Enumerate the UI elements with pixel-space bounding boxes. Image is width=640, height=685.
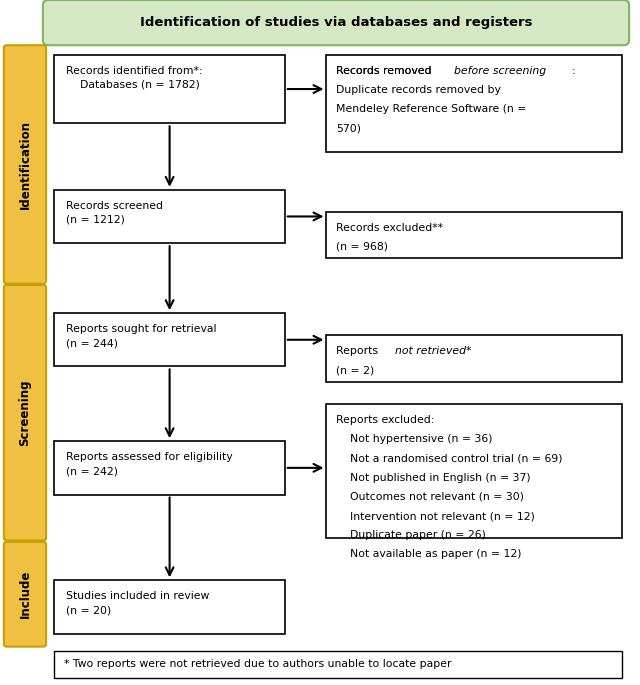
Text: Records removed: Records removed: [336, 66, 435, 76]
FancyBboxPatch shape: [54, 651, 622, 678]
Text: before screening: before screening: [454, 66, 546, 76]
Text: Intervention not relevant (n = 12): Intervention not relevant (n = 12): [336, 511, 535, 521]
Text: Identification of studies via databases and registers: Identification of studies via databases …: [140, 16, 532, 29]
FancyBboxPatch shape: [4, 285, 46, 540]
Text: Studies included in review
(n = 20): Studies included in review (n = 20): [66, 591, 209, 615]
FancyBboxPatch shape: [43, 0, 629, 45]
Text: (n = 968): (n = 968): [336, 242, 388, 252]
Text: (n = 2): (n = 2): [336, 365, 374, 375]
FancyBboxPatch shape: [326, 55, 622, 152]
Text: Records screened
(n = 1212): Records screened (n = 1212): [66, 201, 163, 225]
Text: Reports sought for retrieval
(n = 244): Reports sought for retrieval (n = 244): [66, 324, 216, 348]
FancyBboxPatch shape: [326, 212, 622, 258]
FancyBboxPatch shape: [4, 45, 46, 284]
FancyBboxPatch shape: [54, 55, 285, 123]
Text: Reports assessed for eligibility
(n = 242): Reports assessed for eligibility (n = 24…: [66, 452, 232, 476]
Text: Not available as paper (n = 12): Not available as paper (n = 12): [336, 549, 522, 560]
Text: Not hypertensive (n = 36): Not hypertensive (n = 36): [336, 434, 493, 445]
FancyBboxPatch shape: [4, 542, 46, 647]
Text: * Two reports were not retrieved due to authors unable to locate paper: * Two reports were not retrieved due to …: [64, 660, 451, 669]
Text: Include: Include: [19, 570, 31, 619]
Text: Duplicate paper (n = 26): Duplicate paper (n = 26): [336, 530, 486, 540]
FancyBboxPatch shape: [54, 441, 285, 495]
Text: Outcomes not relevant (n = 30): Outcomes not relevant (n = 30): [336, 492, 524, 502]
Text: :: :: [572, 66, 575, 76]
Text: Reports excluded:: Reports excluded:: [336, 415, 435, 425]
FancyBboxPatch shape: [54, 313, 285, 366]
Text: Mendeley Reference Software (n =: Mendeley Reference Software (n =: [336, 104, 526, 114]
FancyBboxPatch shape: [326, 404, 622, 538]
FancyBboxPatch shape: [54, 190, 285, 243]
Text: 570): 570): [336, 123, 361, 134]
Text: Records excluded**: Records excluded**: [336, 223, 443, 233]
FancyBboxPatch shape: [326, 335, 622, 382]
Text: Not a randomised control trial (n = 69): Not a randomised control trial (n = 69): [336, 453, 563, 464]
FancyBboxPatch shape: [54, 580, 285, 634]
Text: Duplicate records removed by: Duplicate records removed by: [336, 85, 501, 95]
Text: Not published in English (n = 37): Not published in English (n = 37): [336, 473, 531, 483]
Text: Screening: Screening: [19, 379, 31, 446]
Text: Records removed: Records removed: [336, 66, 435, 76]
Text: not retrieved*: not retrieved*: [395, 346, 472, 356]
Text: Records identified from*:
    Databases (n = 1782): Records identified from*: Databases (n =…: [66, 66, 202, 90]
Text: Identification: Identification: [19, 120, 31, 209]
Text: Reports: Reports: [336, 346, 381, 356]
